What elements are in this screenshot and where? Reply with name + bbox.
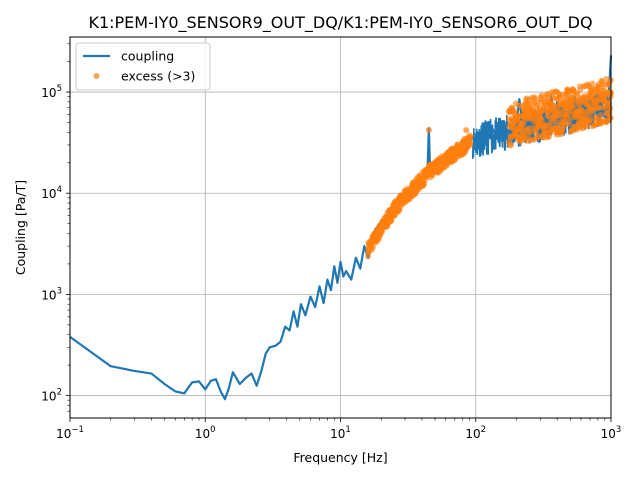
y-tick-label: 105 xyxy=(41,84,62,100)
x-tick-label: 102 xyxy=(465,425,486,441)
excess-point xyxy=(507,142,514,149)
excess-point xyxy=(378,225,385,232)
chart-title: K1:PEM-IY0_SENSOR9_OUT_DQ/K1:PEM-IY0_SEN… xyxy=(88,13,592,33)
excess-point xyxy=(511,108,518,115)
excess-point xyxy=(567,98,574,105)
legend-excess-label: excess (>3) xyxy=(121,69,195,84)
excess-point xyxy=(393,204,400,211)
excess-point xyxy=(447,152,454,159)
excess-point xyxy=(546,107,553,114)
excess-point xyxy=(587,93,594,100)
excess-point xyxy=(521,111,528,118)
excess-point xyxy=(569,103,576,110)
excess-point xyxy=(451,149,458,156)
legend: coupling excess (>3) xyxy=(75,42,211,91)
excess-point xyxy=(594,97,601,104)
x-tick-label: 101 xyxy=(330,425,351,441)
excess-point xyxy=(368,240,375,247)
legend-box xyxy=(75,42,211,91)
excess-point xyxy=(587,117,594,124)
excess-point xyxy=(528,112,535,119)
excess-point xyxy=(577,96,584,103)
excess-point xyxy=(415,180,422,187)
excess-point xyxy=(597,112,604,119)
excess-point xyxy=(507,121,514,128)
excess-point xyxy=(566,121,573,128)
excess-point xyxy=(561,101,568,108)
excess-point xyxy=(467,133,474,140)
excess-point xyxy=(397,198,404,205)
excess-point xyxy=(513,115,520,122)
legend-coupling-label: coupling xyxy=(121,49,174,64)
excess-point xyxy=(537,104,544,111)
y-tick-label: 104 xyxy=(41,185,62,201)
legend-excess-swatch xyxy=(93,73,100,79)
excess-point xyxy=(388,209,395,216)
excess-point xyxy=(554,89,561,96)
excess-points xyxy=(365,76,614,260)
y-tick-label: 102 xyxy=(41,388,62,404)
excess-point xyxy=(432,164,439,171)
excess-point xyxy=(402,194,409,201)
x-tick-label: 10−1 xyxy=(56,425,84,441)
excess-point xyxy=(411,186,418,193)
x-tick-label: 103 xyxy=(601,425,622,441)
excess-point xyxy=(405,191,412,198)
excess-point xyxy=(420,175,427,182)
excess-point xyxy=(383,216,390,223)
y-tick-label: 103 xyxy=(41,286,62,302)
excess-point xyxy=(425,127,432,134)
excess-point xyxy=(552,117,559,124)
excess-point xyxy=(589,80,596,87)
excess-point xyxy=(442,155,449,162)
excess-point xyxy=(601,91,608,98)
excess-point xyxy=(463,127,470,134)
excess-point xyxy=(566,109,573,116)
x-tick-label: 100 xyxy=(195,425,216,441)
excess-point xyxy=(372,232,379,239)
excess-point xyxy=(607,105,614,112)
x-axis-label: Frequency [Hz] xyxy=(293,450,387,465)
axis-ticks: 10−1 100 101 102 103 102 103 104 105 xyxy=(41,43,622,441)
excess-point xyxy=(365,246,372,253)
excess-point xyxy=(459,142,466,149)
excess-point xyxy=(428,168,435,175)
excess-point xyxy=(437,159,444,166)
y-axis-label: Coupling [Pa/T] xyxy=(13,180,28,275)
excess-point xyxy=(583,123,590,130)
excess-point xyxy=(466,139,473,146)
